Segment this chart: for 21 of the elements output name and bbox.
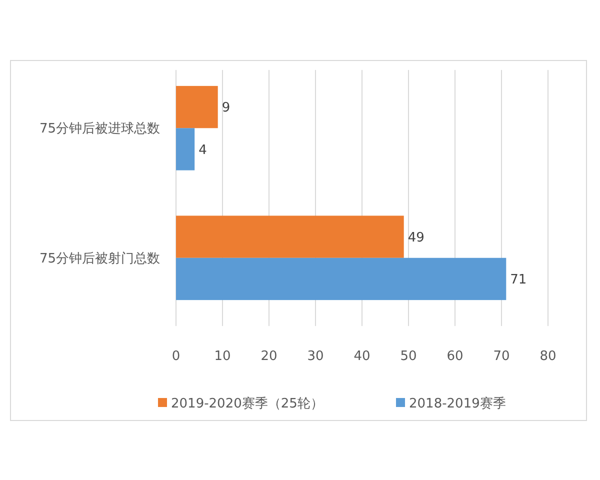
x-tick-label: 40 — [354, 349, 370, 364]
x-tick-label: 0 — [172, 349, 180, 364]
bar — [176, 128, 195, 170]
x-tick-label: 50 — [400, 349, 417, 364]
x-tick-label: 10 — [214, 349, 231, 364]
x-tick-label: 60 — [446, 349, 464, 364]
x-tick-label: 20 — [260, 349, 278, 364]
legend-label: 2018-2019赛季 — [409, 396, 506, 412]
data-label: 49 — [408, 230, 424, 246]
x-tick-label: 80 — [540, 349, 556, 364]
y-tick-label: 75分钟后被射门总数 — [39, 250, 160, 266]
data-label: 4 — [198, 142, 207, 158]
bar — [176, 86, 218, 128]
x-tick-label: 70 — [493, 349, 510, 364]
bar — [176, 258, 506, 300]
x-tick-label: 30 — [307, 349, 324, 364]
data-label: 71 — [510, 272, 527, 288]
y-tick-label: 75分钟后被进球总数 — [39, 122, 160, 137]
legend-label: 2019-2020赛季（25轮） — [171, 396, 324, 412]
bar — [176, 216, 404, 258]
data-label: 9 — [222, 100, 230, 116]
